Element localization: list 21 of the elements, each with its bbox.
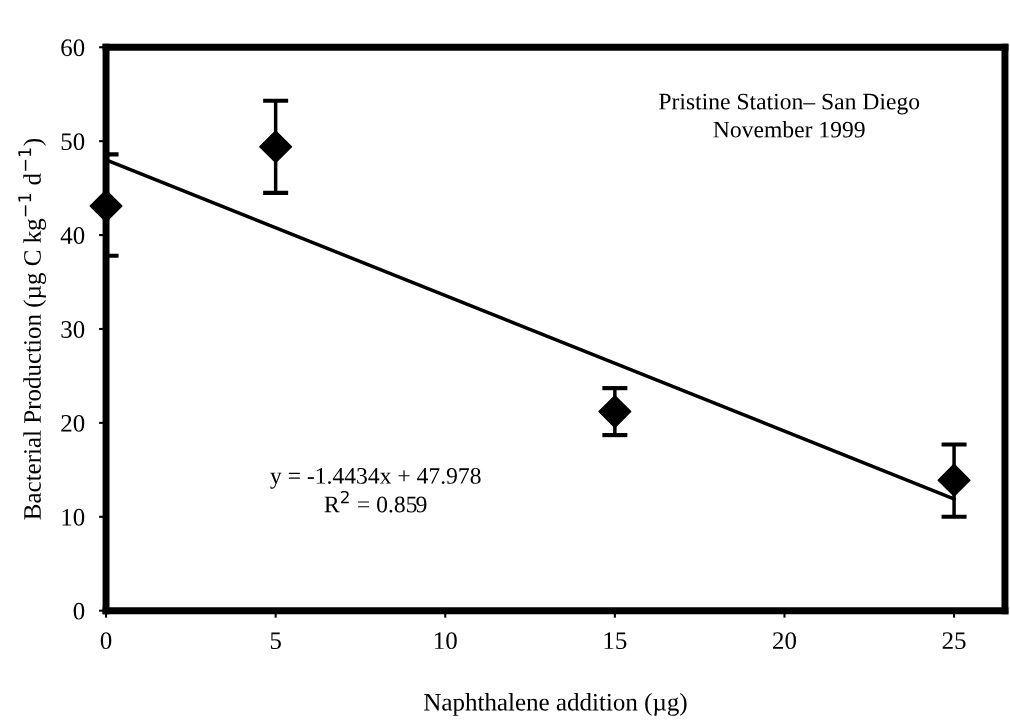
y-tick-label: 30 — [61, 321, 85, 338]
x-tick-label: 15 — [604, 632, 627, 650]
y-tick-label: 10 — [62, 508, 85, 526]
y-tick-label: 0 — [73, 602, 85, 620]
x-tick-label: 25 — [942, 632, 966, 650]
point — [937, 463, 971, 497]
point — [89, 189, 123, 223]
annotation: y = -1.4434x + 47.978 R$^{2}$ = 0.859 — [270, 467, 481, 513]
x-tick-label: 10 — [434, 632, 457, 650]
y-tick-label: 20 — [61, 414, 85, 432]
y-tick-label: 40 — [60, 227, 85, 244]
annotation: Pristine Station– San Diego November 1999 — [659, 93, 920, 138]
point — [598, 395, 632, 429]
x-tick-label: 0 — [100, 632, 112, 650]
y-tick-label: 50 — [61, 133, 85, 151]
x-axis-title: Naphthalene addition (µg) — [424, 693, 687, 716]
x-tick-label: 20 — [773, 632, 797, 650]
y-axis-title: Bacterial Production (µg C kg$^{−1}$ d$^{−1}$) — [18, 138, 47, 520]
y-tick-label: 60 — [61, 39, 85, 57]
x-tick-label: 5 — [270, 632, 281, 650]
point — [259, 130, 293, 164]
